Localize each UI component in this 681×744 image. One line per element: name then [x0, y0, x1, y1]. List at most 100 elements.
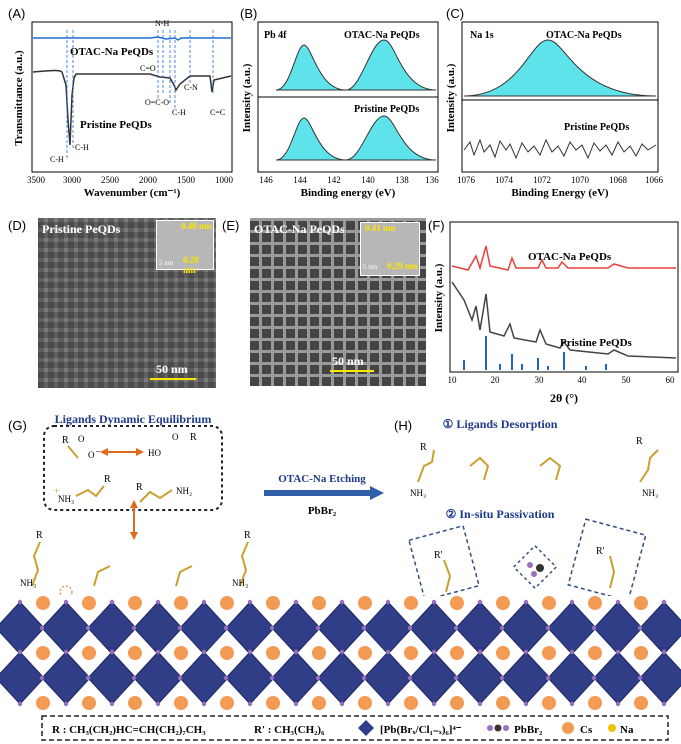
cs-ion	[358, 646, 372, 660]
cs-ion	[312, 596, 326, 610]
cs-ion	[128, 596, 142, 610]
svg-text:O: O	[172, 432, 179, 442]
etching-arrow	[264, 490, 374, 496]
legend-rp: R' : CH₃(CH₂)₆	[254, 724, 325, 736]
svg-text:NH₂: NH₂	[176, 486, 192, 496]
halide-ion	[201, 701, 207, 707]
svg-text:146: 146	[259, 175, 273, 185]
svg-text:R: R	[420, 442, 427, 453]
xrd-xlabel: 2θ (°)	[550, 391, 578, 405]
halide-ion	[661, 599, 667, 605]
cs-ion	[404, 646, 418, 660]
halide-ion	[63, 701, 69, 707]
hrtem-inset-otac: 0.41 nm 0.29 nm 5 nm	[360, 222, 420, 276]
halide-ion	[523, 599, 529, 605]
legend-octahedron-icon	[358, 720, 374, 736]
halide-ion	[339, 701, 345, 707]
svg-text:2500: 2500	[101, 175, 120, 185]
svg-text:R: R	[62, 435, 69, 446]
halide-ion	[247, 599, 253, 605]
panel-a-ftir: N-H C=O O=C-O C-N C-H C=C C-H C-H OTAC-N…	[13, 19, 234, 199]
svg-text:20: 20	[491, 375, 501, 385]
legend-na: Na	[620, 724, 634, 736]
svg-text:R: R	[244, 530, 251, 541]
xps-na-pristine-noise	[463, 138, 657, 160]
cs-ion	[588, 596, 602, 610]
halide-ion	[545, 625, 551, 631]
svg-text:1070: 1070	[571, 175, 590, 185]
cs-ion	[634, 596, 648, 610]
svg-text:NH₃: NH₃	[232, 578, 248, 588]
halide-ion	[223, 625, 229, 631]
halide-ion	[615, 649, 621, 655]
ftir-otac-line	[33, 36, 231, 41]
cs-ion	[128, 696, 142, 710]
svg-text:R': R'	[434, 550, 443, 561]
cs-ion	[450, 646, 464, 660]
svg-text:1500: 1500	[177, 175, 196, 185]
halide-ion	[109, 599, 115, 605]
cs-ion	[450, 696, 464, 710]
halide-ion	[247, 701, 253, 707]
halide-ion	[591, 675, 597, 681]
tem-otac-scalebar	[330, 370, 374, 372]
halide-ion	[523, 701, 529, 707]
cs-ion	[496, 646, 510, 660]
panel-f-label: (F)	[428, 218, 445, 233]
ftir-ylabel: Transmittance (a.u.)	[13, 50, 25, 146]
xps-na-otac-label: OTAC-Na PeQDs	[546, 30, 622, 41]
xrd-otac-label: OTAC-Na PeQDs	[528, 251, 612, 263]
svg-text:R': R'	[596, 546, 605, 557]
tem-otac-caption: OTAC-Na PeQDs	[254, 222, 345, 236]
cs-ion	[174, 696, 188, 710]
cs-ion	[220, 696, 234, 710]
ftir-ann-cn: C-N	[184, 83, 198, 92]
cs-ion	[82, 696, 96, 710]
panel-e-label: (E)	[222, 218, 240, 233]
xps-pb-pristine-peaks	[275, 115, 437, 161]
halide-ion	[431, 649, 437, 655]
svg-text:NH₃: NH₃	[410, 488, 426, 498]
halide-ion	[569, 599, 575, 605]
halide-ion	[477, 599, 483, 605]
halide-ion	[155, 649, 161, 655]
tem-image-pristine: Pristine PeQDs 0.40 nm 0.28 nm 5 nm 50 n…	[38, 218, 216, 388]
cs-ion	[312, 646, 326, 660]
svg-text:O: O	[78, 434, 85, 444]
cs-ion	[82, 596, 96, 610]
halide-ion	[177, 625, 183, 631]
halide-ion	[615, 701, 621, 707]
desorbed-ligands	[417, 449, 659, 483]
ftir-ann-ch: C-H	[172, 108, 186, 117]
ftir-pristine-line	[32, 69, 232, 146]
tem-otac-scale-label: 50 nm	[332, 354, 364, 368]
panel-c-label: (C)	[446, 6, 465, 21]
tem-pristine-caption: Pristine PeQDs	[42, 222, 121, 236]
etching-label: OTAC-Na Etching	[278, 473, 366, 485]
cs-ion	[542, 596, 556, 610]
ftir-ann-nh: N-H	[155, 19, 169, 28]
legend-r: R : CH₃(CH₂)HC=CH(CH₂)₇CH₃	[52, 724, 206, 736]
pbbr2-site-box	[512, 544, 558, 590]
svg-text:NH₃: NH₃	[20, 578, 36, 588]
halide-ion	[201, 649, 207, 655]
cs-ion	[36, 646, 50, 660]
halide-ion	[293, 649, 299, 655]
svg-text:R: R	[190, 432, 197, 443]
svg-text:50: 50	[622, 375, 632, 385]
halide-ion	[85, 625, 91, 631]
halide-ion	[477, 649, 483, 655]
halide-ion	[431, 599, 437, 605]
halide-ion	[545, 675, 551, 681]
halide-ion	[569, 701, 575, 707]
panel-a-label: (A)	[8, 6, 26, 21]
halide-ion	[269, 675, 275, 681]
halide-ion	[39, 675, 45, 681]
svg-text:1000: 1000	[215, 175, 234, 185]
svg-text:R: R	[636, 436, 643, 447]
cs-ion	[174, 596, 188, 610]
ftir-ann-oco: O=C-O	[145, 98, 169, 107]
halide-ion	[499, 625, 505, 631]
tem-pristine-scalebar	[150, 378, 196, 380]
halide-ion	[17, 649, 23, 655]
